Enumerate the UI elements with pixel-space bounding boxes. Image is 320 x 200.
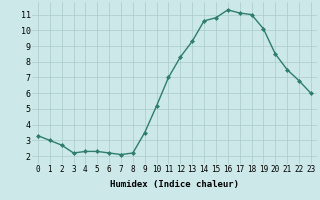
X-axis label: Humidex (Indice chaleur): Humidex (Indice chaleur) <box>110 180 239 189</box>
